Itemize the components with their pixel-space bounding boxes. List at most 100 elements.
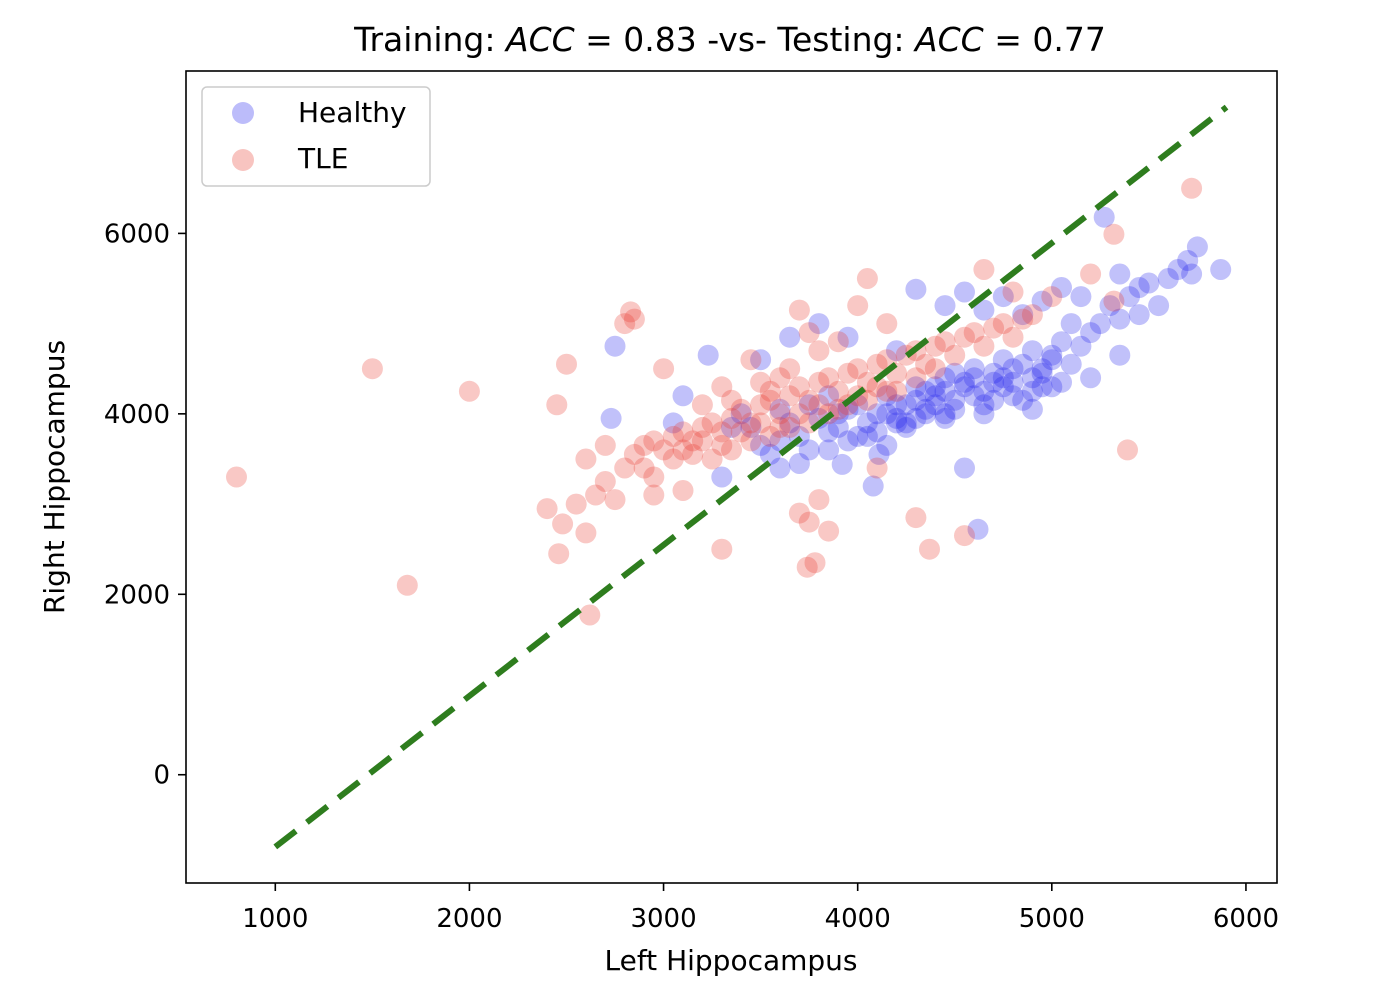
point-healthy-116 (934, 407, 956, 429)
point-tle-75 (924, 358, 946, 380)
point-healthy-70 (1099, 295, 1121, 317)
point-tle-61 (1021, 304, 1043, 326)
point-tle-84 (856, 389, 878, 411)
point-tle-20 (623, 443, 645, 465)
point-healthy-1 (750, 434, 772, 456)
point-tle-52 (934, 331, 956, 353)
legend-marker-healthy (232, 102, 254, 124)
point-healthy-113 (1041, 376, 1063, 398)
point-tle-103 (1103, 223, 1125, 245)
point-tle-104 (1117, 439, 1138, 461)
point-tle-23 (653, 439, 675, 461)
point-tle-119 (594, 434, 616, 456)
point-healthy-78 (1051, 277, 1072, 298)
chart-title: Training: ACC = 0.83 -vs- Testing: ACC =… (353, 20, 1106, 59)
x-axis: 1000 2000 3000 4000 5000 6000 (242, 883, 1279, 934)
point-healthy-42 (1002, 358, 1024, 380)
point-tle-63 (691, 430, 713, 452)
point-healthy-90 (1210, 259, 1232, 280)
y-tick-label-0: 0 (153, 761, 170, 791)
point-tle-123 (711, 376, 733, 398)
point-healthy-18 (924, 385, 946, 407)
point-healthy-108 (868, 443, 890, 465)
point-tle-102 (1181, 177, 1203, 199)
point-tle-67 (769, 416, 791, 438)
y-tick-label-2000: 2000 (104, 580, 170, 610)
point-healthy-106 (831, 453, 853, 475)
point-tle-32 (740, 412, 762, 434)
points-layer (226, 177, 1232, 626)
point-tle-39 (808, 371, 830, 393)
point-healthy-67 (1031, 376, 1053, 398)
x-tick-label-1000: 1000 (242, 904, 308, 934)
point-tle-117 (672, 480, 694, 501)
point-tle-106 (808, 489, 830, 511)
point-tle-3 (458, 380, 480, 402)
x-axis-label: Left Hippocampus (604, 944, 857, 977)
point-healthy-89 (1186, 236, 1208, 258)
point-tle-99 (1041, 286, 1063, 308)
point-tle-69 (808, 394, 830, 416)
point-healthy-111 (1109, 344, 1131, 366)
point-healthy-96 (886, 340, 907, 362)
point-tle-79 (759, 425, 781, 447)
point-tle-91 (808, 340, 830, 362)
point-tle-59 (1002, 326, 1024, 348)
point-tle-26 (682, 430, 704, 452)
point-tle-0 (226, 466, 247, 488)
point-healthy-76 (1089, 313, 1111, 335)
point-healthy-66 (1002, 385, 1024, 407)
point-tle-80 (779, 416, 801, 438)
point-tle-96 (788, 299, 810, 321)
legend-label-healthy: Healthy (298, 96, 407, 129)
point-tle-113 (905, 507, 927, 529)
point-healthy-48 (876, 403, 898, 425)
point-tle-118 (575, 448, 597, 470)
point-healthy-34 (1080, 322, 1102, 344)
reference-line-layer (273, 104, 1229, 850)
point-healthy-16 (905, 376, 927, 398)
point-tle-92 (827, 331, 849, 353)
point-tle-11 (653, 358, 675, 380)
point-healthy-105 (769, 457, 791, 479)
point-tle-110 (804, 552, 826, 574)
point-tle-62 (672, 439, 694, 461)
point-tle-25 (672, 421, 694, 443)
point-healthy-86 (1167, 259, 1189, 280)
point-tle-22 (643, 430, 665, 452)
point-healthy-85 (1157, 268, 1179, 289)
point-tle-33 (750, 394, 772, 416)
point-tle-31 (730, 398, 752, 420)
point-tle-37 (788, 376, 810, 398)
point-tle-72 (866, 376, 888, 398)
point-healthy-124 (818, 385, 840, 407)
point-healthy-93 (1128, 277, 1150, 298)
point-tle-120 (779, 358, 801, 380)
point-tle-21 (633, 434, 655, 456)
point-healthy-38 (924, 376, 946, 398)
point-healthy-63 (924, 394, 946, 416)
point-healthy-31 (1051, 331, 1072, 353)
point-tle-35 (769, 403, 791, 425)
point-tle-4 (546, 394, 568, 416)
point-tle-109 (788, 502, 810, 524)
point-healthy-107 (862, 475, 884, 497)
point-healthy-32 (1060, 353, 1082, 375)
point-healthy-13 (876, 385, 898, 407)
point-tle-124 (691, 394, 713, 416)
point-healthy-11 (856, 412, 878, 434)
point-tle-45 (866, 353, 888, 375)
point-healthy-62 (1021, 367, 1043, 389)
point-tle-19 (614, 457, 636, 479)
point-tle-18 (604, 489, 626, 511)
point-tle-115 (954, 525, 975, 547)
point-healthy-29 (1031, 362, 1053, 384)
point-tle-105 (866, 457, 888, 479)
point-healthy-97 (837, 326, 859, 348)
point-tle-27 (691, 416, 713, 438)
point-healthy-82 (973, 299, 995, 321)
point-tle-28 (701, 412, 723, 434)
y-axis-label: Right Hippocampus (38, 340, 71, 614)
point-healthy-75 (1148, 295, 1170, 317)
x-tick-label-5000: 5000 (1019, 904, 1085, 934)
